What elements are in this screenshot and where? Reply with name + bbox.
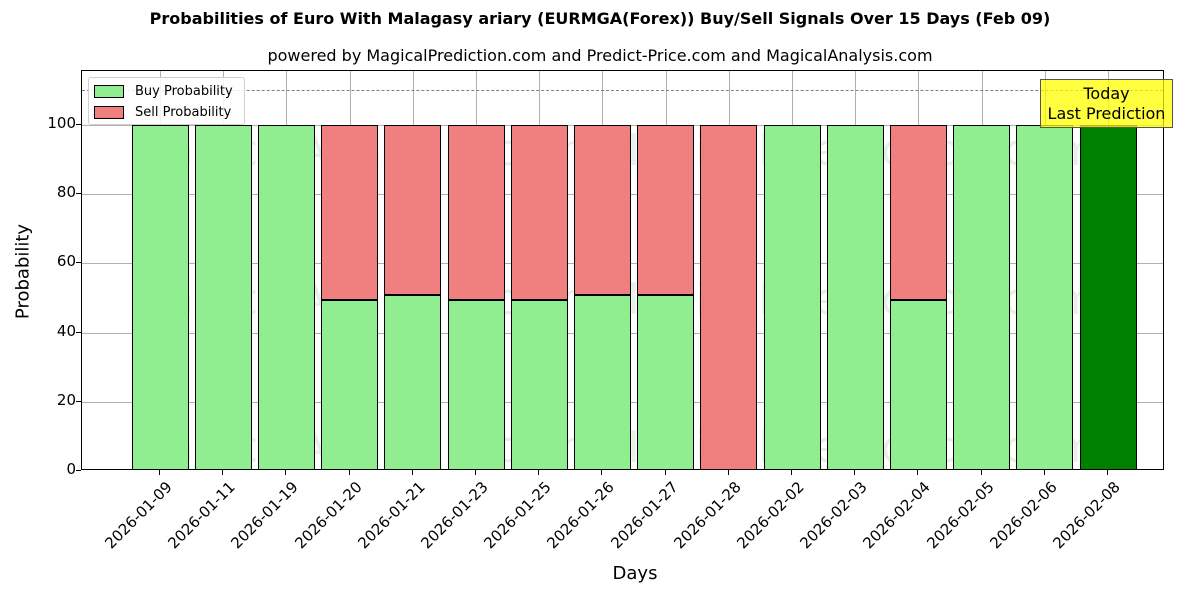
buy-bar xyxy=(321,300,379,469)
x-tick-mark xyxy=(222,470,224,475)
x-tick-mark xyxy=(1107,470,1108,475)
buy-bar xyxy=(953,125,1011,469)
today-annotation: Today Last Prediction xyxy=(1040,79,1173,128)
buy-bar xyxy=(826,125,884,469)
chart-title: Probabilities of Euro With Malagasy aria… xyxy=(149,9,1051,28)
buy-bar xyxy=(573,294,631,469)
y-tick-label: 60 xyxy=(56,252,76,271)
plot-area: MagicalAnalysis.comMagicalPrediction.com… xyxy=(81,70,1164,470)
x-tick-mark xyxy=(538,470,540,475)
y-tick-mark xyxy=(76,262,81,264)
y-tick-mark xyxy=(76,193,81,195)
x-tick-mark xyxy=(285,470,287,475)
sell-bar xyxy=(321,125,379,301)
buy-bar xyxy=(1016,125,1074,469)
buy-bar xyxy=(447,300,505,469)
legend-item-buy: Buy Probability xyxy=(94,83,233,99)
buy-bar xyxy=(131,125,189,469)
x-tick-mark xyxy=(664,470,666,475)
sell-bar xyxy=(447,125,505,301)
x-tick-mark xyxy=(727,470,729,475)
buy-bar xyxy=(763,125,821,469)
sell-bar xyxy=(700,125,758,469)
x-tick-mark xyxy=(917,470,919,475)
y-tick-label: 80 xyxy=(56,183,76,202)
today-annotation-line2: Last Prediction xyxy=(1047,104,1166,123)
y-tick-mark xyxy=(76,124,81,125)
sell-bar xyxy=(573,125,631,295)
x-tick-mark xyxy=(348,470,350,475)
y-tick-label: 20 xyxy=(56,390,76,409)
legend-sell-label: Sell Probability xyxy=(135,104,232,120)
x-tick-mark xyxy=(854,470,856,475)
sell-bar xyxy=(637,125,695,295)
y-tick-label: 100 xyxy=(47,114,76,132)
x-tick-mark xyxy=(1043,470,1045,475)
x-tick-mark xyxy=(601,470,603,475)
legend: Buy Probability Sell Probability xyxy=(88,77,245,125)
y-tick-mark xyxy=(76,400,81,402)
today-annotation-line1: Today xyxy=(1083,84,1130,103)
y-axis-title: Probability xyxy=(12,223,34,320)
buy-bar xyxy=(889,300,947,469)
legend-item-sell: Sell Probability xyxy=(94,104,231,120)
x-tick-mark xyxy=(980,470,982,475)
sell-bar xyxy=(384,125,442,295)
x-tick-mark xyxy=(159,470,160,475)
x-tick-mark xyxy=(411,470,413,475)
sell-swatch-icon xyxy=(94,105,124,119)
y-tick-label: 0 xyxy=(66,460,76,478)
buy-bar xyxy=(637,294,695,469)
reference-line xyxy=(82,90,1163,92)
buy-bar xyxy=(1079,125,1137,469)
buy-swatch-icon xyxy=(94,84,124,98)
y-tick-label: 40 xyxy=(56,321,76,340)
x-tick-mark xyxy=(791,470,792,475)
chart-subtitle: powered by MagicalPrediction.com and Pre… xyxy=(267,46,933,65)
sell-bar xyxy=(889,125,947,301)
buy-bar xyxy=(384,294,442,469)
x-axis-title: Days xyxy=(612,563,658,584)
y-tick-mark xyxy=(76,331,81,333)
buy-bar xyxy=(194,125,252,469)
legend-buy-label: Buy Probability xyxy=(135,83,233,99)
buy-bar xyxy=(510,300,568,469)
y-tick-mark xyxy=(76,470,81,471)
buy-bar xyxy=(257,125,315,469)
x-tick-mark xyxy=(475,470,476,475)
sell-bar xyxy=(510,125,568,301)
